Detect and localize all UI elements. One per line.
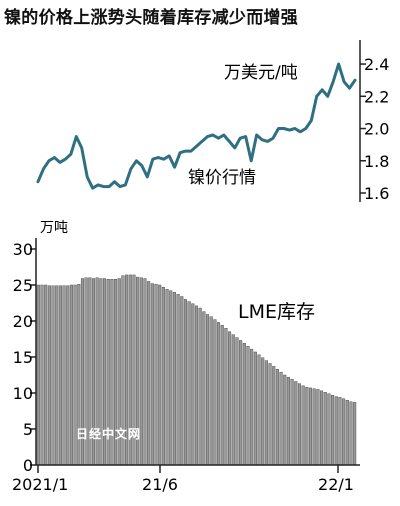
inventory-bar [213,319,217,466]
inventory-bar [250,348,254,466]
inventory-tick-label: 15 [13,348,33,367]
price-tick-label: 2.4 [364,55,389,74]
inventory-bar [286,376,290,466]
inventory-bar [345,400,349,466]
inventory-bar [242,343,246,466]
inventory-bar [154,284,158,466]
inventory-bar [327,393,331,466]
inventory-bar [209,316,213,466]
inventory-tick-label: 10 [13,384,33,403]
inventory-bar [194,305,199,466]
nickel-price-line [36,62,357,190]
watermark-text: 日经中文网 [76,426,141,441]
inventory-bar [261,357,265,466]
inventory-bar [44,284,48,466]
inventory-bar [220,325,224,466]
inventory-bar [58,285,62,466]
inventory-bar [312,388,316,466]
inventory-bar [187,301,191,466]
inventory-tick-label: 5 [23,420,33,439]
lme-inventory-chart: 0 5 10 15 20 25 30 2021/1 21/6 22/1 万吨 LME库存 日经中… [12,220,360,494]
price-series-label: 镍价行情 [188,168,256,188]
inventory-bar [331,394,335,466]
inventory-bar [51,285,55,466]
inventory-bar [297,383,301,466]
inventory-bar [294,381,298,466]
inventory-bar [224,328,228,466]
inventory-bar [231,334,235,466]
inventory-bar [183,299,187,466]
inventory-bar [198,307,202,466]
price-tick-label: 2.0 [364,120,389,139]
inventory-bar [55,285,59,466]
inventory-bar [342,398,346,466]
inventory-bar [264,360,268,466]
inventory-bar [257,354,261,466]
inventory-bar [272,366,276,466]
inventory-bar [176,294,180,466]
price-tick-label: 1.8 [364,152,389,171]
inventory-x-ticks: 2021/1 21/6 22/1 [12,465,354,494]
inventory-bar [253,351,257,466]
inventory-tick-label: 30 [13,240,33,259]
inventory-unit-label: 万吨 [40,220,68,236]
inventory-bar [172,292,176,466]
inventory-bar [323,392,327,466]
inventory-bar [349,401,353,466]
inventory-bar [169,290,173,466]
inventory-tick-label: 0 [23,456,33,475]
nickel-price-chart: 1.6 1.8 2.0 2.2 2.4 万美元/吨 镍价行情 [36,40,389,203]
inventory-bar [147,281,151,466]
inventory-bar [235,337,239,466]
inventory-bar [290,379,294,466]
inventory-x-tick-label: 2021/1 [12,475,68,494]
inventory-bar [283,374,287,466]
inventory-bar [161,286,165,466]
price-tick-label: 2.2 [364,87,389,106]
inventory-bar [205,314,210,466]
inventory-bar [316,389,320,466]
inventory-bar [334,396,338,466]
inventory-bar [36,284,40,466]
inventory-bar [165,289,169,466]
inventory-bar [275,369,279,466]
price-unit-label: 万美元/吨 [224,63,298,83]
inventory-bar [353,402,357,466]
inventory-tick-label: 20 [13,312,33,331]
inventory-bar [150,283,154,466]
inventory-bar [66,285,70,466]
price-y-ticks: 1.6 1.8 2.0 2.2 2.4 [360,55,389,203]
inventory-x-tick-label: 22/1 [318,475,354,494]
inventory-bar [47,285,51,466]
inventory-bar [338,397,342,466]
inventory-bar [301,385,305,466]
inventory-bar [202,311,206,466]
inventory-bars [36,274,357,466]
inventory-bar [217,322,221,466]
inventory-bar [143,278,147,466]
inventory-bar [239,340,243,466]
inventory-bar [62,285,66,466]
inventory-x-tick-label: 21/6 [142,475,178,494]
inventory-bar [180,296,184,466]
inventory-bar [268,363,272,466]
inventory-y-ticks: 0 5 10 15 20 25 30 [13,240,36,475]
price-tick-label: 1.6 [364,184,389,203]
inventory-bar [246,346,250,466]
inventory-bar [320,390,324,466]
inventory-bar [308,387,313,466]
inventory-bar [158,284,162,466]
inventory-bar [279,371,283,466]
inventory-bar [305,387,309,466]
inventory-series-label: LME库存 [238,301,315,323]
inventory-bar [40,284,44,466]
chart-title: 镍的价格上涨势头随着库存减少而增强 [4,8,299,28]
inventory-bar [228,331,232,466]
inventory-tick-label: 25 [13,276,33,295]
inventory-bar [191,303,195,466]
inventory-bar [69,284,73,466]
